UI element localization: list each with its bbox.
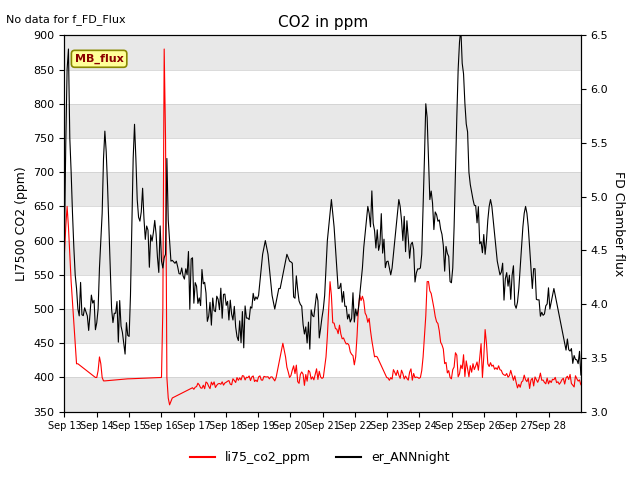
Y-axis label: FD Chamber flux: FD Chamber flux (612, 171, 625, 276)
Text: MB_flux: MB_flux (75, 54, 124, 64)
Bar (65, 104, 581, 138)
Bar (65, 240, 581, 275)
Text: No data for f_FD_Flux: No data for f_FD_Flux (6, 14, 126, 25)
Bar (65, 172, 581, 206)
Title: CO2 in ppm: CO2 in ppm (278, 15, 368, 30)
Bar (65, 36, 581, 70)
Bar (65, 309, 581, 343)
Y-axis label: LI7500 CO2 (ppm): LI7500 CO2 (ppm) (15, 166, 28, 281)
Legend: li75_co2_ppm, er_ANNnight: li75_co2_ppm, er_ANNnight (186, 446, 454, 469)
Bar (65, 377, 581, 412)
